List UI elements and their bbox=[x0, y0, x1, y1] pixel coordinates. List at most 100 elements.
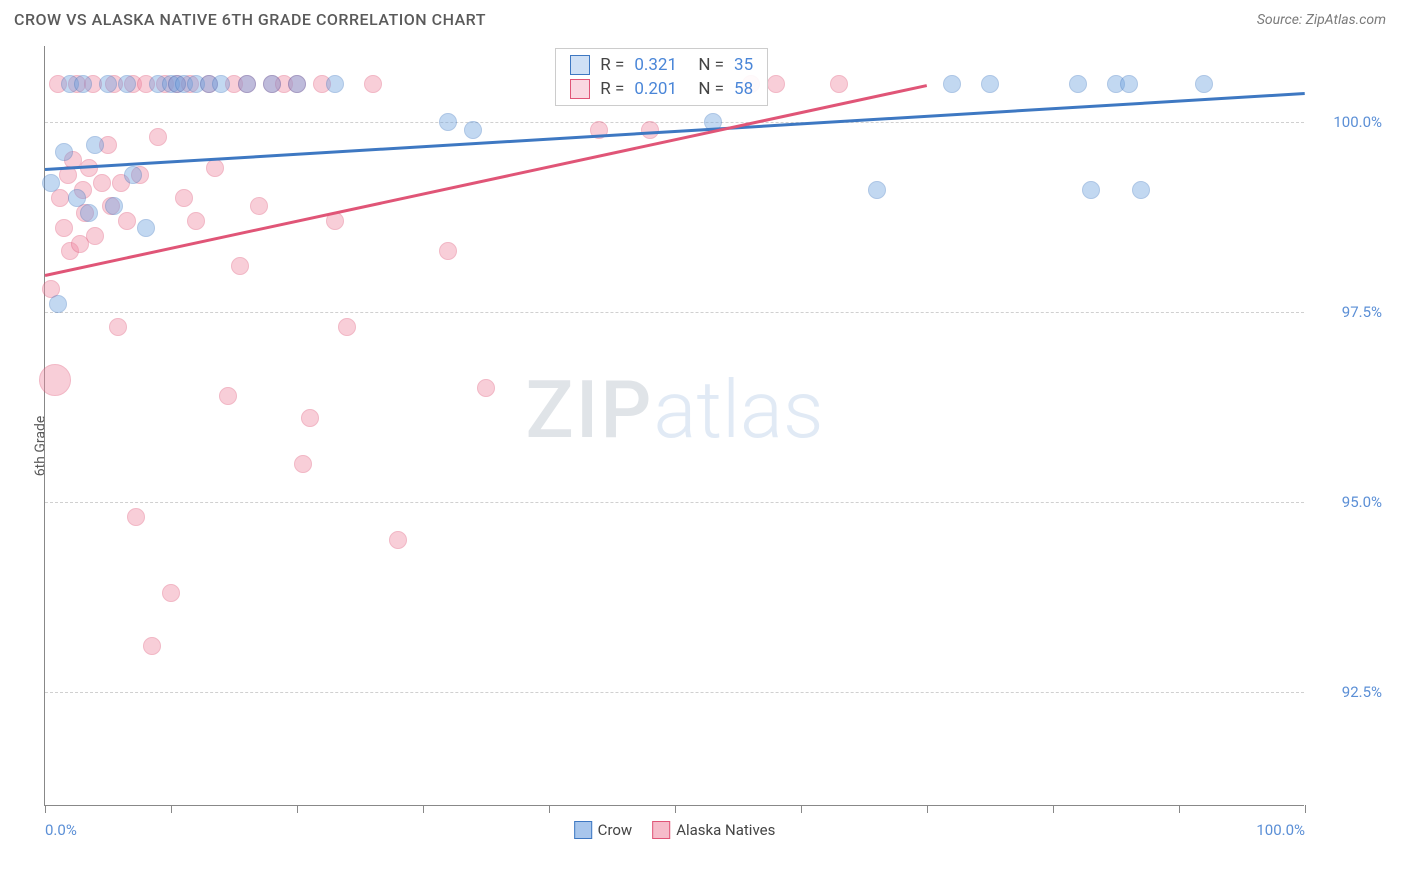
data-point bbox=[42, 174, 60, 192]
x-tick bbox=[423, 805, 424, 813]
data-point bbox=[238, 75, 256, 93]
x-tick bbox=[927, 805, 928, 813]
data-point bbox=[1069, 75, 1087, 93]
plot-area: ZIPatlas 92.5%95.0%97.5%100.0%0.0%100.0%… bbox=[44, 46, 1304, 806]
data-point bbox=[74, 75, 92, 93]
trend-line bbox=[45, 84, 928, 277]
watermark: ZIPatlas bbox=[526, 363, 824, 457]
legend-item: Alaska Natives bbox=[652, 821, 775, 839]
data-point bbox=[231, 257, 249, 275]
data-point bbox=[219, 387, 237, 405]
data-point bbox=[86, 227, 104, 245]
stat-row: R = 0.201 N = 58 bbox=[556, 77, 767, 101]
data-point bbox=[212, 75, 230, 93]
data-point bbox=[80, 204, 98, 222]
x-tick bbox=[675, 805, 676, 813]
y-tick-label: 92.5% bbox=[1312, 683, 1382, 701]
legend: Crow Alaska Natives bbox=[574, 821, 776, 839]
data-point bbox=[55, 219, 73, 237]
data-point bbox=[767, 75, 785, 93]
data-point bbox=[250, 197, 268, 215]
stat-r-value: 0.201 bbox=[634, 79, 688, 99]
data-point bbox=[187, 212, 205, 230]
watermark-part1: ZIP bbox=[526, 363, 654, 457]
data-point bbox=[206, 159, 224, 177]
correlation-stats-box: R = 0.321 N = 35 R = 0.201 N = 58 bbox=[555, 48, 768, 106]
y-tick-label: 95.0% bbox=[1312, 493, 1382, 511]
x-tick bbox=[45, 805, 46, 813]
stat-n-label: N = bbox=[698, 55, 724, 75]
data-point bbox=[1195, 75, 1213, 93]
data-point bbox=[943, 75, 961, 93]
data-point bbox=[93, 174, 111, 192]
data-point bbox=[326, 75, 344, 93]
data-point bbox=[1132, 181, 1150, 199]
data-point bbox=[127, 508, 145, 526]
x-tick bbox=[549, 805, 550, 813]
x-tick-label: 100.0% bbox=[1256, 821, 1305, 839]
data-point bbox=[981, 75, 999, 93]
x-tick bbox=[297, 805, 298, 813]
gridline bbox=[45, 692, 1304, 693]
data-point bbox=[439, 242, 457, 260]
data-point bbox=[39, 364, 71, 396]
data-point bbox=[86, 136, 104, 154]
legend-label: Alaska Natives bbox=[676, 821, 775, 839]
data-point bbox=[301, 409, 319, 427]
y-tick-label: 97.5% bbox=[1312, 303, 1382, 321]
data-point bbox=[389, 531, 407, 549]
data-point bbox=[868, 181, 886, 199]
data-point bbox=[51, 189, 69, 207]
legend-item: Crow bbox=[574, 821, 633, 839]
data-point bbox=[263, 75, 281, 93]
data-point bbox=[477, 379, 495, 397]
gridline bbox=[45, 312, 1304, 313]
data-point bbox=[55, 143, 73, 161]
data-point bbox=[68, 189, 86, 207]
data-point bbox=[99, 75, 117, 93]
data-point bbox=[464, 121, 482, 139]
x-tick bbox=[1179, 805, 1180, 813]
data-point bbox=[124, 166, 142, 184]
gridline bbox=[45, 122, 1304, 123]
data-point bbox=[1082, 181, 1100, 199]
data-point bbox=[105, 197, 123, 215]
data-point bbox=[439, 113, 457, 131]
stat-r-label: R = bbox=[600, 55, 624, 75]
data-point bbox=[149, 128, 167, 146]
x-tick-label: 0.0% bbox=[45, 821, 77, 839]
legend-swatch bbox=[574, 821, 592, 839]
data-point bbox=[162, 584, 180, 602]
gridline bbox=[45, 502, 1304, 503]
stat-r-label: R = bbox=[600, 79, 624, 99]
x-tick bbox=[171, 805, 172, 813]
chart-container: 6th Grade ZIPatlas 92.5%95.0%97.5%100.0%… bbox=[14, 46, 1392, 846]
data-point bbox=[118, 75, 136, 93]
x-tick bbox=[1305, 805, 1306, 813]
data-point bbox=[137, 219, 155, 237]
stat-n-label: N = bbox=[698, 79, 724, 99]
data-point bbox=[109, 318, 127, 336]
stat-n-value: 35 bbox=[734, 55, 753, 75]
data-point bbox=[49, 295, 67, 313]
x-tick bbox=[801, 805, 802, 813]
data-point bbox=[338, 318, 356, 336]
data-point bbox=[641, 121, 659, 139]
stat-row: R = 0.321 N = 35 bbox=[556, 53, 767, 77]
data-point bbox=[294, 455, 312, 473]
data-point bbox=[830, 75, 848, 93]
legend-label: Crow bbox=[598, 821, 633, 839]
source-attribution: Source: ZipAtlas.com bbox=[1257, 12, 1386, 28]
data-point bbox=[288, 75, 306, 93]
stat-r-value: 0.321 bbox=[634, 55, 688, 75]
data-point bbox=[1120, 75, 1138, 93]
x-tick bbox=[1053, 805, 1054, 813]
stat-swatch bbox=[570, 79, 590, 99]
legend-swatch bbox=[652, 821, 670, 839]
watermark-part2: atlas bbox=[653, 363, 823, 457]
stat-n-value: 58 bbox=[734, 79, 753, 99]
chart-title: CROW VS ALASKA NATIVE 6TH GRADE CORRELAT… bbox=[14, 10, 486, 29]
data-point bbox=[364, 75, 382, 93]
data-point bbox=[118, 212, 136, 230]
y-tick-label: 100.0% bbox=[1312, 113, 1382, 131]
